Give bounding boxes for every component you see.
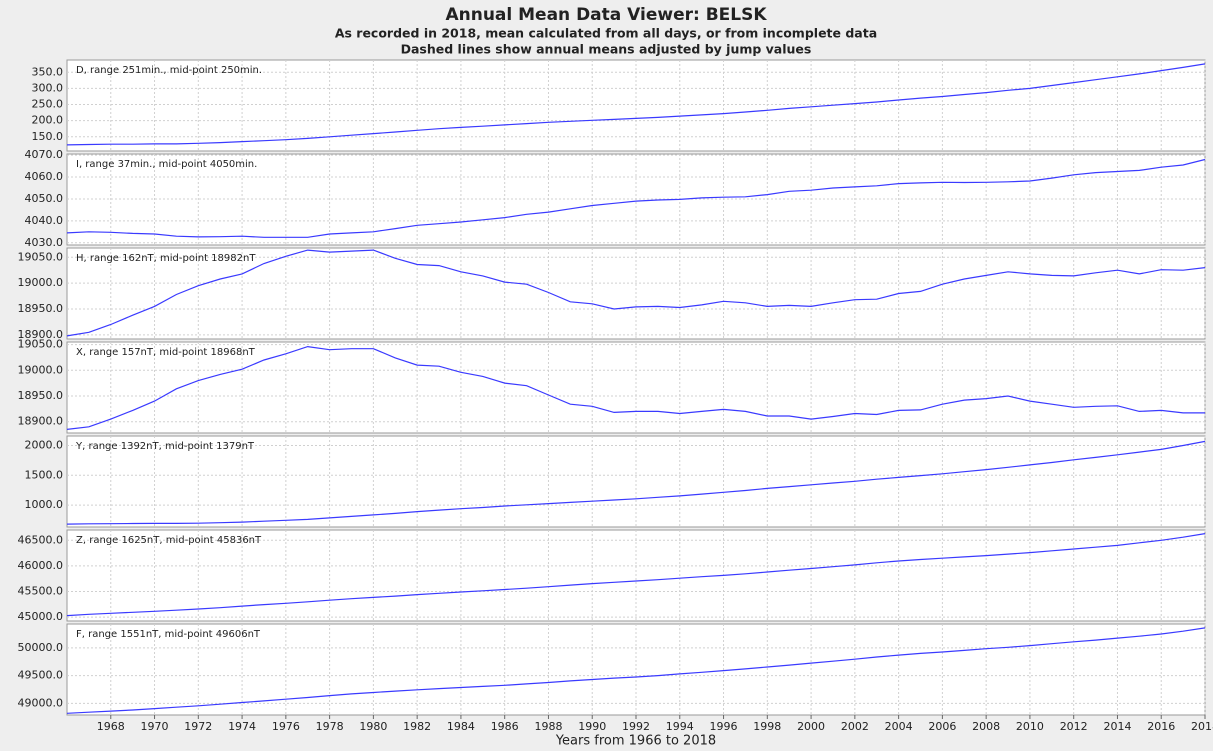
panel-label: H, range 162nT, mid-point 18982nT	[76, 253, 256, 264]
subtitle: Dashed lines show annual means adjusted …	[401, 42, 812, 57]
y-tick-label: 1500.0	[25, 468, 64, 481]
y-tick-label: 18900.0	[18, 328, 64, 341]
y-tick-label: 300.0	[32, 81, 64, 94]
panel-label: Z, range 1625nT, mid-point 45836nT	[76, 535, 262, 546]
y-tick-label: 350.0	[32, 65, 64, 78]
series-line	[66, 440, 1206, 525]
y-tick-label: 4050.0	[25, 192, 64, 205]
series-line	[66, 63, 1206, 146]
y-tick-label: 49000.0	[18, 696, 64, 709]
x-tick-label: 1984	[447, 720, 475, 733]
x-tick-label: 2006	[928, 720, 956, 733]
x-tick-label: 1978	[316, 720, 344, 733]
y-tick-label: 18950.0	[18, 302, 64, 315]
y-tick-label: 19050.0	[18, 338, 64, 351]
y-tick-label: 19000.0	[18, 363, 64, 376]
x-tick-label: 1996	[710, 720, 738, 733]
x-tick-label: 1986	[491, 720, 519, 733]
x-tick-label: 2008	[972, 720, 1000, 733]
x-tick-label: 1976	[272, 720, 300, 733]
x-tick-label: 1994	[666, 720, 694, 733]
x-tick-label: 2010	[1016, 720, 1044, 733]
y-tick-label: 4030.0	[25, 236, 64, 249]
panel-label: F, range 1551nT, mid-point 49606nT	[76, 629, 261, 640]
y-tick-label: 18900.0	[18, 415, 64, 428]
series-line	[66, 158, 1206, 238]
y-tick-label: 49500.0	[18, 669, 64, 682]
y-tick-label: 4060.0	[25, 170, 64, 183]
chart-title: Annual Mean Data Viewer: BELSK	[445, 5, 767, 25]
x-axis-label: Years from 1966 to 2018	[555, 734, 716, 749]
x-tick-label: 2012	[1060, 720, 1088, 733]
y-tick-label: 18950.0	[18, 389, 64, 402]
x-tick-label: 2016	[1147, 720, 1175, 733]
x-tick-label: 1982	[403, 720, 431, 733]
y-tick-label: 1000.0	[25, 498, 64, 511]
x-tick-label: 1988	[534, 720, 562, 733]
y-tick-label: 46000.0	[18, 559, 64, 572]
series-line	[66, 533, 1206, 617]
y-tick-label: 19000.0	[18, 276, 64, 289]
x-tick-label: 1972	[184, 720, 212, 733]
x-tick-label: 1970	[141, 720, 169, 733]
subtitle: As recorded in 2018, mean calculated fro…	[335, 26, 877, 41]
panel-label: X, range 157nT, mid-point 18968nT	[76, 347, 256, 358]
y-tick-label: 150.0	[32, 130, 64, 143]
y-tick-label: 4040.0	[25, 214, 64, 227]
y-tick-label: 46500.0	[18, 533, 64, 546]
y-tick-label: 4070.0	[25, 148, 64, 161]
panel-label: D, range 251min., mid-point 250min.	[76, 65, 262, 76]
x-tick-label: 2014	[1103, 720, 1131, 733]
panel-label: Y, range 1392nT, mid-point 1379nT	[75, 441, 255, 452]
y-tick-label: 2000.0	[25, 439, 64, 452]
x-tick-label: 1980	[359, 720, 387, 733]
x-tick-label: 1990	[578, 720, 606, 733]
x-tick-label: 2004	[885, 720, 913, 733]
panel-label: I, range 37min., mid-point 4050min.	[76, 159, 257, 170]
x-tick-label: 2000	[797, 720, 825, 733]
x-tick-label: 1998	[753, 720, 781, 733]
series-line	[66, 627, 1206, 714]
y-tick-label: 45500.0	[18, 585, 64, 598]
y-tick-label: 45000.0	[18, 610, 64, 623]
series-line	[66, 249, 1206, 337]
y-tick-label: 250.0	[32, 98, 64, 111]
series-line	[66, 345, 1205, 430]
x-tick-label: 2002	[841, 720, 869, 733]
x-tick-label: 1974	[228, 720, 256, 733]
y-tick-label: 50000.0	[18, 641, 64, 654]
y-tick-label: 200.0	[32, 114, 64, 127]
x-tick-label: 2018	[1191, 720, 1213, 733]
y-tick-label: 19050.0	[18, 250, 64, 263]
x-tick-label: 1992	[622, 720, 650, 733]
x-tick-label: 1968	[97, 720, 125, 733]
